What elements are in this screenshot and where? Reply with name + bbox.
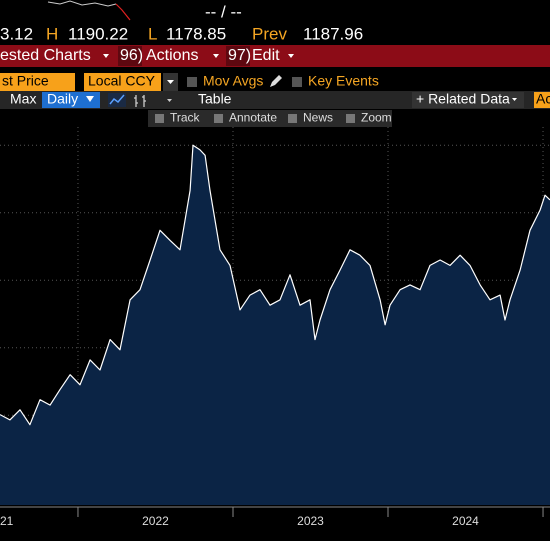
dropdown-arrow bbox=[167, 99, 172, 102]
low: 1178.85 bbox=[166, 24, 226, 43]
tool-icon bbox=[214, 114, 223, 123]
field: st Price bbox=[2, 73, 49, 89]
dropdown-arrow bbox=[86, 96, 94, 102]
right-button[interactable] bbox=[534, 92, 550, 108]
line-icon bbox=[109, 94, 125, 105]
menu-edit-num: 97) bbox=[228, 47, 251, 64]
related-box[interactable] bbox=[412, 92, 524, 108]
change: -- / -- bbox=[205, 2, 242, 21]
sparkline-drop bbox=[115, 3, 131, 21]
dropdown-arrow bbox=[512, 98, 517, 101]
x-tick-label: 2024 bbox=[452, 514, 479, 528]
currency-box[interactable] bbox=[84, 73, 161, 91]
menu-actions-num: 96) bbox=[120, 47, 143, 64]
menu-edit[interactable]: Edit bbox=[252, 47, 280, 64]
price-line bbox=[0, 144, 550, 426]
tool[interactable]: News bbox=[303, 111, 333, 125]
related-data: + Related Data bbox=[416, 91, 510, 107]
high: 1190.22 bbox=[68, 24, 128, 43]
right-button-label: Ac bbox=[536, 91, 550, 107]
tools: Track Annotate News Zoom bbox=[155, 111, 392, 125]
bar-icon[interactable] bbox=[134, 95, 146, 107]
sparkline bbox=[47, 0, 117, 7]
prev: 1187.96 bbox=[303, 24, 363, 43]
menu-number-box bbox=[118, 46, 142, 66]
key-events[interactable]: Key Events bbox=[308, 73, 379, 89]
pencil-icon[interactable] bbox=[270, 75, 282, 87]
field-box[interactable] bbox=[0, 73, 75, 91]
checkbox[interactable] bbox=[187, 77, 197, 87]
chart-type-icon[interactable] bbox=[108, 93, 126, 107]
dropdown-arrow bbox=[213, 54, 219, 58]
x-tick-label: 2022 bbox=[142, 514, 169, 528]
prev-label: Prev bbox=[252, 24, 287, 43]
x-tick-label: 21 bbox=[0, 514, 14, 528]
menu-charts[interactable]: ested Charts bbox=[0, 47, 91, 64]
checkbox[interactable] bbox=[292, 77, 302, 87]
high-label: H bbox=[46, 24, 58, 43]
tool[interactable]: Track bbox=[170, 111, 201, 125]
x-tick-label: 2023 bbox=[297, 514, 324, 528]
tool[interactable]: Annotate bbox=[229, 111, 277, 125]
area-fill bbox=[0, 145, 550, 505]
tool-strip bbox=[148, 110, 392, 127]
menu-actions[interactable]: Actions bbox=[146, 47, 198, 64]
menu-number-box bbox=[226, 46, 250, 66]
range[interactable]: Max bbox=[10, 91, 36, 107]
table[interactable]: Table bbox=[198, 91, 232, 107]
dropdown-arrow bbox=[103, 54, 109, 58]
tool-icon bbox=[155, 114, 164, 123]
last-price: 3.12 bbox=[0, 24, 33, 43]
period-box[interactable] bbox=[42, 92, 100, 108]
period: Daily bbox=[47, 91, 78, 107]
chart: 21 2022 2023 2024 bbox=[0, 127, 550, 528]
dropdown-arrow bbox=[288, 54, 294, 58]
currency: Local CCY bbox=[88, 73, 156, 89]
dropdown-arrow bbox=[167, 80, 174, 84]
tool-icon bbox=[288, 114, 297, 123]
low-label: L bbox=[148, 24, 157, 43]
tool-icon bbox=[346, 114, 355, 123]
tool[interactable]: Zoom bbox=[361, 111, 392, 125]
mov-avgs[interactable]: Mov Avgs bbox=[203, 73, 263, 89]
